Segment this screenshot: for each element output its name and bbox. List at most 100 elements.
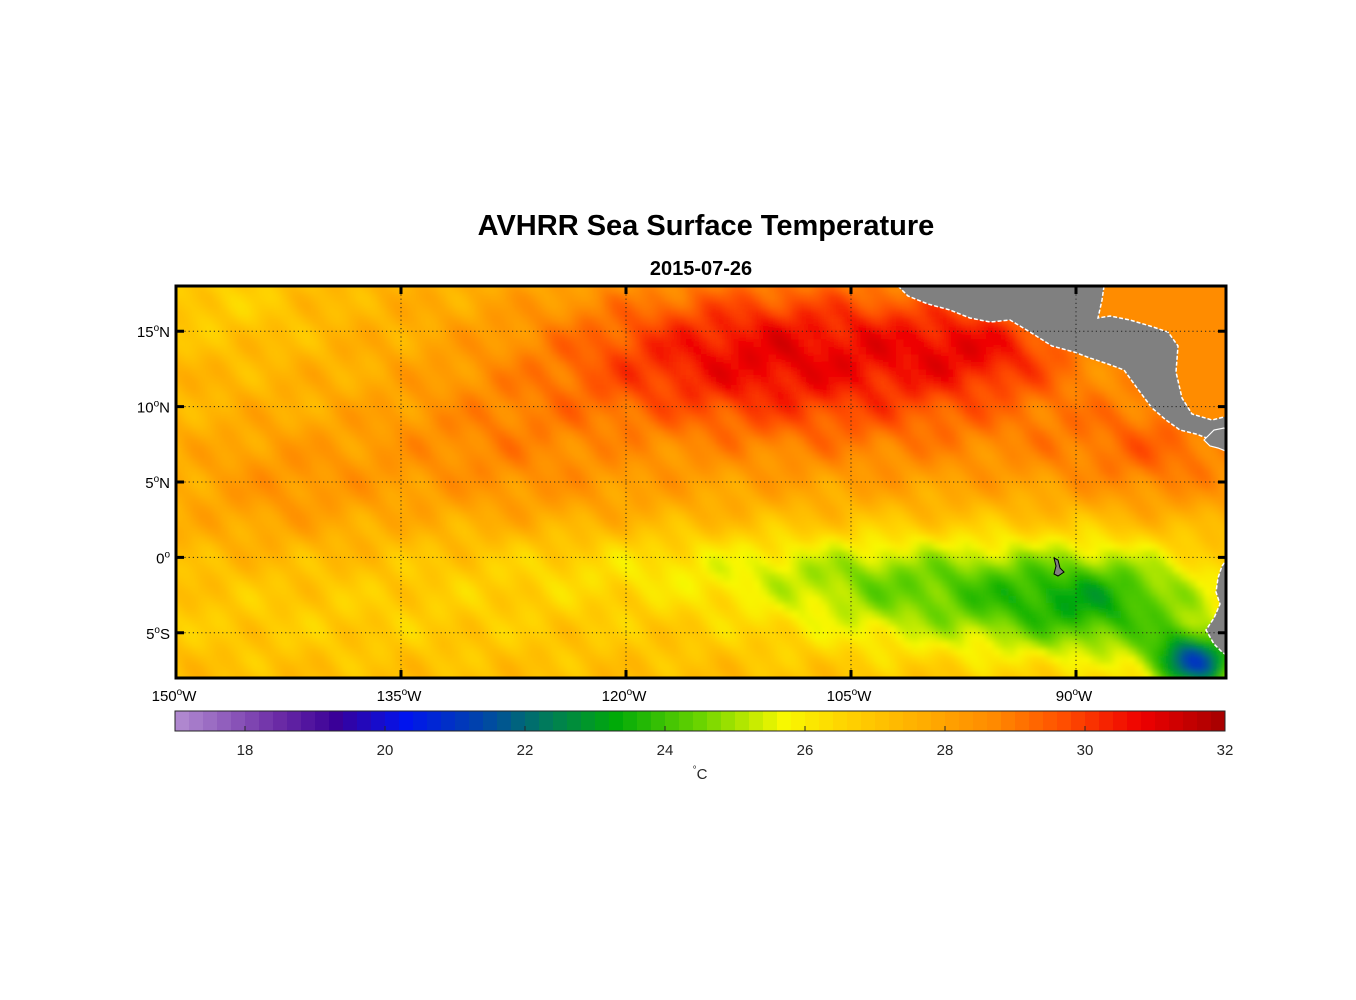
sst-cell [1196, 474, 1205, 483]
sst-cell [633, 587, 642, 596]
sst-cell [866, 662, 875, 671]
sst-cell [318, 451, 327, 460]
sst-cell [926, 512, 935, 521]
sst-cell [933, 482, 942, 491]
sst-cell [896, 497, 905, 506]
sst-cell [738, 572, 747, 581]
sst-cell [648, 632, 657, 641]
sst-cell [956, 436, 965, 445]
sst-cell [903, 557, 912, 566]
sst-cell [603, 632, 612, 641]
sst-cell [1234, 686, 1242, 694]
sst-cell [528, 459, 537, 468]
sst-cell [716, 564, 725, 573]
sst-cell [1106, 595, 1115, 604]
sst-cell [821, 519, 830, 528]
sst-cell [693, 542, 702, 551]
sst-cell [273, 512, 282, 521]
sst-cell [813, 527, 822, 536]
sst-cell [341, 670, 350, 678]
sst-cell [633, 497, 642, 506]
sst-cell [506, 647, 515, 656]
sst-cell [243, 632, 252, 641]
sst-cell [1158, 617, 1167, 626]
sst-cell [558, 474, 567, 483]
sst-cell [393, 527, 402, 536]
sst-cell [596, 497, 605, 506]
sst-cell [333, 640, 342, 649]
sst-cell [581, 512, 590, 521]
sst-cell [1001, 466, 1010, 475]
sst-cell [663, 534, 672, 543]
sst-cell [1181, 662, 1190, 671]
sst-cell [378, 519, 387, 528]
sst-cell [986, 572, 995, 581]
sst-cell [1113, 564, 1122, 573]
sst-cell [971, 617, 980, 626]
sst-cell [708, 580, 717, 589]
sst-cell [393, 542, 402, 551]
sst-cell [191, 429, 200, 438]
sst-cell [273, 587, 282, 596]
sst-cell [513, 625, 522, 634]
sst-cell [1113, 512, 1122, 521]
sst-cell [371, 572, 380, 581]
sst-cell [303, 617, 312, 626]
sst-cell [1046, 482, 1055, 491]
sst-cell [176, 587, 185, 596]
sst-cell [558, 527, 567, 536]
sst-cell [243, 655, 252, 664]
sst-cell [843, 527, 852, 536]
sst-cell [326, 572, 335, 581]
sst-cell [866, 580, 875, 589]
sst-cell [183, 519, 192, 528]
sst-cell [1031, 595, 1040, 604]
sst-cell [243, 534, 252, 543]
sst-cell [896, 512, 905, 521]
sst-cell [318, 482, 327, 491]
sst-cell [618, 662, 627, 671]
sst-cell [476, 572, 485, 581]
sst-cell [243, 519, 252, 528]
sst-cell [1203, 542, 1212, 551]
sst-cell [303, 610, 312, 619]
sst-cell [251, 580, 260, 589]
sst-cell [798, 482, 807, 491]
sst-cell [948, 451, 957, 460]
sst-cell [1166, 632, 1175, 641]
sst-cell [513, 474, 522, 483]
sst-cell [776, 459, 785, 468]
sst-cell [671, 542, 680, 551]
sst-cell [543, 595, 552, 604]
sst-cell [573, 534, 582, 543]
sst-cell [1143, 572, 1152, 581]
sst-cell [348, 512, 357, 521]
sst-cell [1158, 549, 1167, 558]
sst-cell [213, 444, 222, 453]
sst-cell [656, 482, 665, 491]
sst-cell [378, 444, 387, 453]
sst-cell [363, 602, 372, 611]
sst-cell [1151, 602, 1160, 611]
sst-cell [1023, 632, 1032, 641]
sst-cell [483, 489, 492, 498]
sst-cell [1181, 572, 1190, 581]
sst-cell [536, 564, 545, 573]
sst-cell [851, 459, 860, 468]
sst-cell [791, 655, 800, 664]
sst-cell [626, 580, 635, 589]
sst-cell [334, 686, 342, 694]
sst-cell [956, 519, 965, 528]
sst-cell [603, 542, 612, 551]
sst-cell [191, 504, 200, 513]
sst-cell [1053, 542, 1062, 551]
sst-cell [1098, 564, 1107, 573]
sst-cell [393, 512, 402, 521]
sst-cell [303, 580, 312, 589]
sst-cell [671, 686, 679, 694]
sst-cell [506, 444, 515, 453]
sst-cell [648, 549, 657, 558]
sst-cell [484, 686, 492, 694]
sst-cell [941, 444, 950, 453]
sst-cell [273, 564, 282, 573]
